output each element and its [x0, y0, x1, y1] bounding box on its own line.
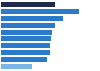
Bar — [1, 43, 50, 48]
Bar — [1, 57, 47, 62]
Bar — [1, 9, 79, 14]
Bar — [1, 2, 55, 7]
Bar — [1, 36, 51, 41]
Bar — [1, 16, 63, 21]
Bar — [1, 64, 32, 69]
Bar — [1, 30, 52, 35]
Bar — [1, 50, 50, 55]
Bar — [1, 23, 55, 28]
